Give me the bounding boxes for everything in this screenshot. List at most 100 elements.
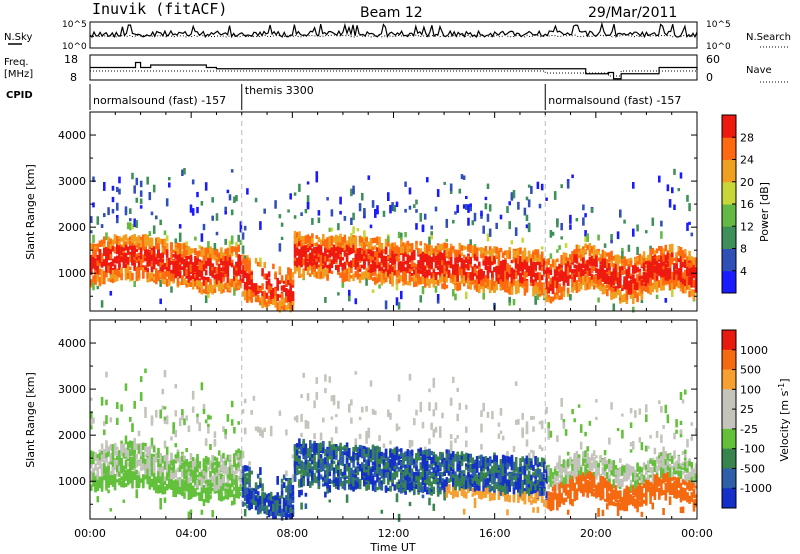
echo-cell (551, 276, 555, 283)
echo-cell (211, 487, 214, 492)
echo-cell (634, 290, 637, 299)
echo-cell (278, 300, 282, 307)
echo-cell (400, 290, 403, 300)
echo-cell (246, 287, 249, 291)
echo-cell (482, 278, 485, 286)
echo-cell (94, 463, 97, 471)
echo-cell (211, 251, 214, 260)
echo-cell (374, 209, 377, 218)
echo-cell (517, 248, 520, 254)
echo-cell (603, 287, 607, 294)
echo-cell (204, 490, 208, 497)
echo-cell (243, 258, 247, 266)
echo-cell (653, 250, 657, 255)
echo-cell (215, 231, 219, 236)
echo-cell (482, 225, 485, 234)
echo-cell (211, 510, 214, 518)
echo-cell (586, 268, 589, 276)
cpid-segment-label: themis 3300 (245, 84, 314, 97)
echo-cell (367, 249, 371, 255)
echo-cell (439, 251, 442, 259)
echo-cell (100, 476, 104, 485)
echo-cell (120, 246, 123, 255)
echo-cell (326, 240, 329, 249)
echo-cell (467, 204, 470, 213)
echo-cell (204, 465, 208, 472)
echo-cell (482, 292, 485, 300)
echo-cell (256, 288, 260, 294)
echo-cell (204, 287, 208, 295)
echo-cell (207, 286, 210, 291)
echo-cell (116, 450, 119, 459)
echo-cell (100, 253, 104, 257)
echo-cell (144, 470, 147, 477)
echo-cell (460, 259, 464, 268)
echo-cell (499, 266, 503, 275)
echo-cell (200, 479, 204, 488)
echo-cell (137, 253, 141, 257)
echo-cell (337, 223, 340, 231)
echo-cell (374, 276, 377, 285)
echo-cell (547, 297, 550, 303)
echo-cell (139, 198, 143, 205)
echo-cell (343, 234, 347, 243)
echo-cell (393, 266, 397, 276)
echo-cell (148, 454, 152, 459)
echo-cell (393, 259, 397, 267)
echo-cell (230, 169, 234, 173)
echo-cell (139, 245, 143, 255)
echo-cell (222, 266, 225, 272)
echo-cell (436, 300, 440, 304)
echo-cell (573, 284, 576, 291)
echo-cell (226, 478, 230, 484)
echo-cell (298, 249, 301, 257)
echo-cell (653, 285, 657, 290)
echo-cell (341, 257, 345, 261)
echo-cell (300, 243, 303, 253)
echo-cell (584, 249, 587, 253)
echo-cell (512, 190, 516, 199)
echo-cell (315, 260, 319, 268)
echo-cell (252, 293, 256, 297)
echo-cell (217, 280, 221, 288)
echo-cell (469, 275, 472, 281)
echo-cell (139, 448, 143, 457)
echo-cell (610, 260, 613, 267)
echo-cell (226, 269, 230, 278)
echo-cell (135, 443, 139, 450)
echo-cell (666, 252, 670, 261)
echo-cell (350, 217, 353, 225)
echo-cell (495, 278, 498, 284)
echo-cell (621, 251, 624, 259)
echo-cell (157, 244, 160, 250)
echo-cell (647, 286, 650, 294)
echo-cell (454, 282, 457, 291)
echo-cell (261, 498, 264, 505)
echo-cell (410, 243, 414, 252)
echo-cell (217, 461, 221, 468)
echo-cell (606, 268, 609, 273)
echo-cell (606, 258, 609, 265)
echo-cell (198, 250, 201, 257)
echo-cell (126, 259, 130, 267)
echo-cell (131, 260, 134, 265)
echo-cell (326, 254, 329, 259)
echo-cell (688, 203, 691, 212)
echo-cell (619, 279, 622, 289)
echo-cell (92, 451, 95, 458)
echo-cell (107, 262, 110, 269)
echo-cell (664, 273, 668, 281)
echo-cell (215, 466, 219, 473)
echo-cell (267, 285, 271, 294)
echo-cell (256, 426, 260, 433)
echo-cell (135, 469, 139, 475)
echo-cell (202, 289, 206, 294)
echo-cell (124, 383, 128, 391)
echo-cell (226, 261, 230, 268)
echo-cell (96, 483, 100, 488)
echo-cell (135, 273, 139, 282)
echo-cell (243, 465, 247, 472)
echo-cell (577, 263, 581, 272)
echo-cell (228, 278, 232, 283)
echo-cell (103, 213, 106, 218)
